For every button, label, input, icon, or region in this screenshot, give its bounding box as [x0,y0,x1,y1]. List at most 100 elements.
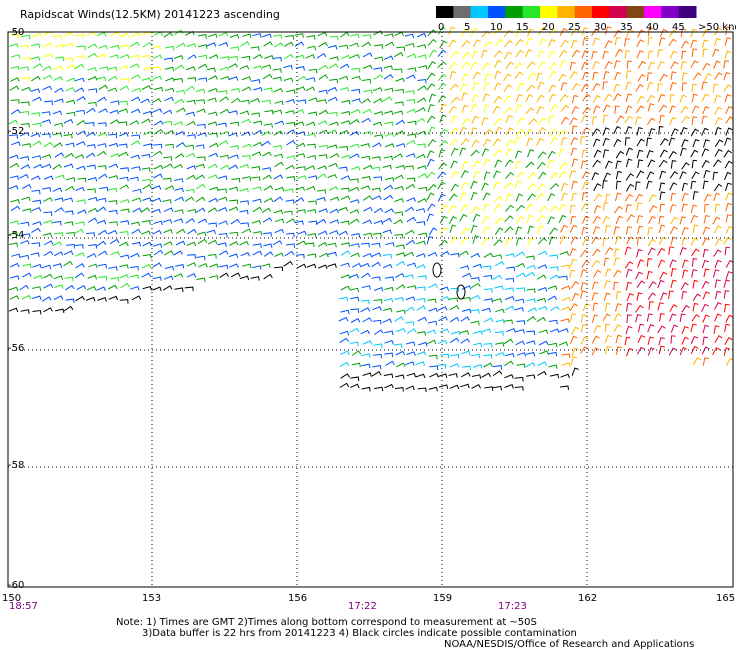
wind-barb [239,209,249,215]
wind-barb [670,71,677,80]
wind-barb [362,195,373,201]
wind-barb [581,192,588,201]
wind-barb [305,185,316,191]
wind-barb [382,217,392,223]
wind-barb [571,367,579,376]
wind-barb [307,200,317,205]
wind-barb [31,227,41,234]
wind-barb [450,147,459,156]
wind-barb [284,250,295,257]
wind-barb [714,106,723,115]
lon-label-162: 162 [578,593,598,604]
wind-barb [492,370,503,377]
wind-barb [647,27,654,37]
wind-barb [32,309,42,315]
wind-barb [426,213,434,222]
wind-barb [471,282,481,289]
wind-barb [383,184,394,191]
wind-barb [187,228,197,235]
wind-barb [349,130,360,136]
wind-barb [350,153,360,159]
wind-barb [603,257,610,267]
wind-barb [142,41,153,48]
wind-barb [681,203,688,213]
wind-barb [449,127,459,135]
wind-barb [22,208,32,213]
wind-barb [636,50,644,59]
wind-barb [448,204,457,213]
wind-barb [615,215,624,224]
wind-barb [625,70,632,79]
wind-barb [42,74,53,80]
wind-barb [725,271,733,280]
legend-color-swatch [678,6,697,18]
wind-barb [273,174,284,180]
wind-barb [702,291,710,300]
wind-barb [141,263,152,269]
wind-barb [438,149,446,158]
wind-barb [30,132,41,138]
wind-barb [571,106,580,115]
wind-barb [383,155,394,161]
wind-barb [53,275,64,280]
wind-barb [470,127,478,136]
wind-barb [41,154,52,159]
wind-barb [96,150,107,157]
legend-color-swatch [470,6,489,18]
wind-barb [602,180,608,189]
wind-barb [294,121,305,126]
wind-barb [374,56,384,62]
wind-barb [252,250,263,256]
wind-barb [581,127,590,135]
wind-barb [416,286,426,292]
wind-barb [109,54,119,59]
wind-barb [591,335,600,344]
wind-barb [493,204,502,213]
wind-barb [636,214,644,224]
wind-barb [417,198,428,203]
wind-barb [317,189,327,194]
wind-barb [373,286,384,292]
wind-barb [118,143,128,149]
wind-barb [285,199,295,205]
wind-barb [492,105,501,114]
wind-barb [242,33,252,39]
wind-barb [460,61,470,70]
wind-barb [262,73,273,80]
wind-barb [506,266,516,272]
wind-barb [285,232,295,238]
wind-barb [319,252,329,258]
wind-barb [152,66,161,72]
wind-barb [228,253,239,259]
wind-barb [712,159,722,167]
wind-barb [164,96,174,102]
wind-barb [218,90,228,95]
wind-barb [74,154,85,159]
wind-barb [493,195,503,203]
wind-barb [86,164,96,170]
wind-barb [74,228,84,234]
wind-barb [54,284,64,289]
wind-barb [569,313,577,322]
wind-barb [273,34,283,39]
wind-barb [340,262,350,268]
wind-barb [22,184,32,190]
wind-barb [483,274,493,280]
wind-barb [624,137,631,146]
wind-barb [679,313,686,323]
wind-barb [197,34,207,39]
wind-barb [19,44,29,50]
wind-barb [591,347,600,356]
wind-barb [217,207,228,212]
wind-barb [174,178,184,183]
wind-barb [263,185,274,191]
wind-barb [415,264,426,269]
wind-barb [285,109,295,115]
wind-barb [340,187,350,193]
wind-barb [713,94,721,104]
wind-barb [528,118,538,126]
wind-barb [713,183,723,192]
wind-barb [21,196,31,202]
wind-barb [198,44,208,49]
